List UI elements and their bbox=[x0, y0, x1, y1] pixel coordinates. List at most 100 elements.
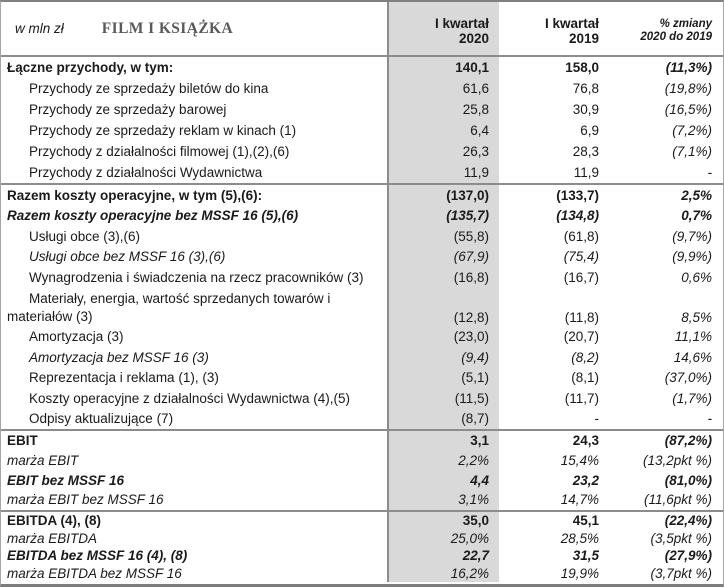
row-label: EBIT bbox=[1, 431, 389, 451]
section-ebit: EBIT 3,1 24,3 (87,2%) marża EBIT 2,2% 15… bbox=[1, 429, 723, 510]
value-q1-2020: (11,5) bbox=[389, 388, 499, 409]
value-change: (37,0%) bbox=[664, 370, 712, 386]
value-change: (19,8%) bbox=[664, 81, 712, 96]
table-row: marża EBIT 2,2% 15,4% (13,2pkt %) bbox=[1, 450, 723, 471]
value-q1-2019: (16,7) bbox=[563, 269, 599, 285]
value-q1-2020: 25,0% bbox=[389, 529, 499, 547]
row-label: Przychody ze sprzedaży barowej bbox=[1, 99, 389, 120]
table-row: Materiały, energia, wartość sprzedanych … bbox=[1, 287, 723, 327]
value-change: 14,6% bbox=[673, 349, 712, 365]
table-header: w mln zł FILM I KSIĄŻKA I kwartał 2020 I… bbox=[1, 2, 723, 57]
column-header-q1-2020: I kwartał 2020 bbox=[389, 2, 499, 55]
value-q1-2019: (11,8) bbox=[564, 309, 599, 325]
value-q1-2020: 25,8 bbox=[389, 99, 499, 120]
value-q1-2019: (11,7) bbox=[564, 390, 599, 406]
value-q1-2020: (5,1) bbox=[389, 367, 499, 388]
value-q1-2020: 140,1 bbox=[389, 57, 499, 78]
value-change: 2,5% bbox=[681, 187, 712, 203]
value-change: (3,7pkt %) bbox=[650, 565, 712, 581]
column-header-line: % zmiany bbox=[659, 17, 712, 30]
value-q1-2019: 76,8 bbox=[572, 81, 599, 96]
value-q1-2020: 3,1 bbox=[389, 431, 499, 451]
value-change: (9,7%) bbox=[672, 228, 712, 244]
column-header-line: 2019 bbox=[568, 30, 599, 46]
value-change: (22,4%) bbox=[664, 513, 712, 528]
value-change: (11,3%) bbox=[665, 60, 712, 75]
value-change: 8,5% bbox=[681, 309, 712, 325]
value-change: (27,9%) bbox=[664, 548, 712, 563]
value-change: - bbox=[707, 165, 713, 180]
row-label: marża EBITDA bbox=[1, 529, 389, 547]
row-label: Odpisy aktualizujące (7) bbox=[1, 408, 389, 429]
table-row: Koszty operacyjne z działalności Wydawni… bbox=[1, 388, 723, 409]
row-label: EBITDA (4), (8) bbox=[1, 511, 389, 530]
value-q1-2019: 11,9 bbox=[573, 165, 599, 180]
row-label: marża EBIT bbox=[1, 450, 389, 471]
row-label: Reprezentacja i reklama (1), (3) bbox=[1, 367, 389, 388]
row-label: marża EBITDA bez MSSF 16 bbox=[1, 564, 389, 582]
row-label: EBITDA bez MSSF 16 (4), (8) bbox=[1, 546, 389, 565]
value-q1-2020: 3,1% bbox=[389, 490, 499, 510]
value-q1-2020: 4,4 bbox=[389, 470, 499, 491]
value-q1-2020: (16,8) bbox=[389, 267, 499, 288]
value-q1-2020: 22,7 bbox=[389, 546, 499, 565]
page-title: FILM I KSIĄŻKA bbox=[101, 19, 234, 37]
value-q1-2019: 45,1 bbox=[572, 513, 599, 528]
value-q1-2019: 24,3 bbox=[572, 433, 599, 449]
row-label: Wynagrodzenia i świadczenia na rzecz pra… bbox=[1, 267, 389, 288]
value-q1-2019: 28,5% bbox=[560, 530, 599, 546]
section-operating-costs: Razem koszty operacyjne, w tym (5),(6): … bbox=[1, 183, 723, 429]
table-row: Przychody ze sprzedaży biletów do kina 6… bbox=[1, 78, 723, 99]
value-q1-2019: 6,9 bbox=[580, 123, 599, 138]
table-row: marża EBITDA bez MSSF 16 16,2% 19,9% (3,… bbox=[1, 564, 723, 582]
table-row: Przychody z działalności Wydawnictwa 11,… bbox=[1, 162, 723, 183]
value-q1-2020: 26,3 bbox=[389, 141, 499, 162]
value-q1-2019: 158,0 bbox=[565, 60, 599, 75]
value-q1-2019: 15,4% bbox=[560, 453, 599, 469]
row-label: Usługi obce bez MSSF 16 (3),(6) bbox=[1, 246, 389, 267]
column-header-line: I kwartał bbox=[434, 15, 489, 31]
value-q1-2019: - bbox=[594, 411, 600, 427]
row-label: Koszty operacyjne z działalności Wydawni… bbox=[1, 388, 389, 409]
row-label: Razem koszty operacyjne, w tym (5),(6): bbox=[1, 185, 389, 206]
value-q1-2019: 28,3 bbox=[572, 144, 599, 159]
table-row: Łączne przychody, w tym: 140,1 158,0 (11… bbox=[1, 57, 723, 78]
value-q1-2020: 61,6 bbox=[389, 78, 499, 99]
value-q1-2019: (61,8) bbox=[563, 228, 599, 244]
value-q1-2020: 6,4 bbox=[389, 120, 499, 141]
column-header-line: 2020 do 2019 bbox=[640, 30, 712, 43]
table-row: Przychody ze sprzedaży reklam w kinach (… bbox=[1, 120, 723, 141]
table-row: Usługi obce bez MSSF 16 (3),(6) (67,9) (… bbox=[1, 246, 723, 267]
value-q1-2019: (8,1) bbox=[571, 370, 599, 386]
value-change: (7,2%) bbox=[672, 123, 712, 138]
value-change: 11,1% bbox=[674, 329, 712, 345]
row-label: Przychody ze sprzedaży biletów do kina bbox=[1, 78, 389, 99]
value-q1-2020: (137,0) bbox=[389, 185, 499, 206]
table-row: Usługi obce (3),(6) (55,8) (61,8) (9,7%) bbox=[1, 226, 723, 247]
table-row: Odpisy aktualizujące (7) (8,7) - - bbox=[1, 408, 723, 429]
column-header-change: % zmiany 2020 do 2019 bbox=[611, 2, 723, 55]
value-q1-2020: (12,8) bbox=[389, 287, 499, 327]
header-label-cell: w mln zł FILM I KSIĄŻKA bbox=[1, 2, 389, 55]
value-change: 0,6% bbox=[681, 269, 712, 285]
row-label: Przychody ze sprzedaży reklam w kinach (… bbox=[1, 120, 389, 141]
table-row: EBITDA (4), (8) 35,0 45,1 (22,4%) bbox=[1, 511, 723, 530]
table-row: Amortyzacja (3) (23,0) (20,7) 11,1% bbox=[1, 326, 723, 347]
table-row: Przychody z działalności filmowej (1),(2… bbox=[1, 141, 723, 162]
table-row: EBITDA bez MSSF 16 (4), (8) 22,7 31,5 (2… bbox=[1, 546, 723, 565]
value-q1-2020: 35,0 bbox=[389, 511, 499, 530]
value-q1-2019: 31,5 bbox=[572, 548, 599, 563]
row-label: Przychody z działalności Wydawnictwa bbox=[1, 162, 389, 183]
value-change: (87,2%) bbox=[664, 433, 712, 449]
value-change: (7,1%) bbox=[672, 144, 712, 159]
column-header-line: I kwartał bbox=[544, 15, 599, 31]
table-row: Wynagrodzenia i świadczenia na rzecz pra… bbox=[1, 267, 723, 288]
table-row: EBIT bez MSSF 16 4,4 23,2 (81,0%) bbox=[1, 470, 723, 491]
value-change: (81,0%) bbox=[664, 472, 712, 488]
value-q1-2020: (67,9) bbox=[389, 246, 499, 267]
row-label: Razem koszty operacyjne bez MSSF 16 (5),… bbox=[1, 205, 389, 226]
value-q1-2019: 23,2 bbox=[572, 472, 599, 488]
value-q1-2019: 14,7% bbox=[560, 492, 599, 508]
value-q1-2020: 11,9 bbox=[389, 162, 499, 183]
